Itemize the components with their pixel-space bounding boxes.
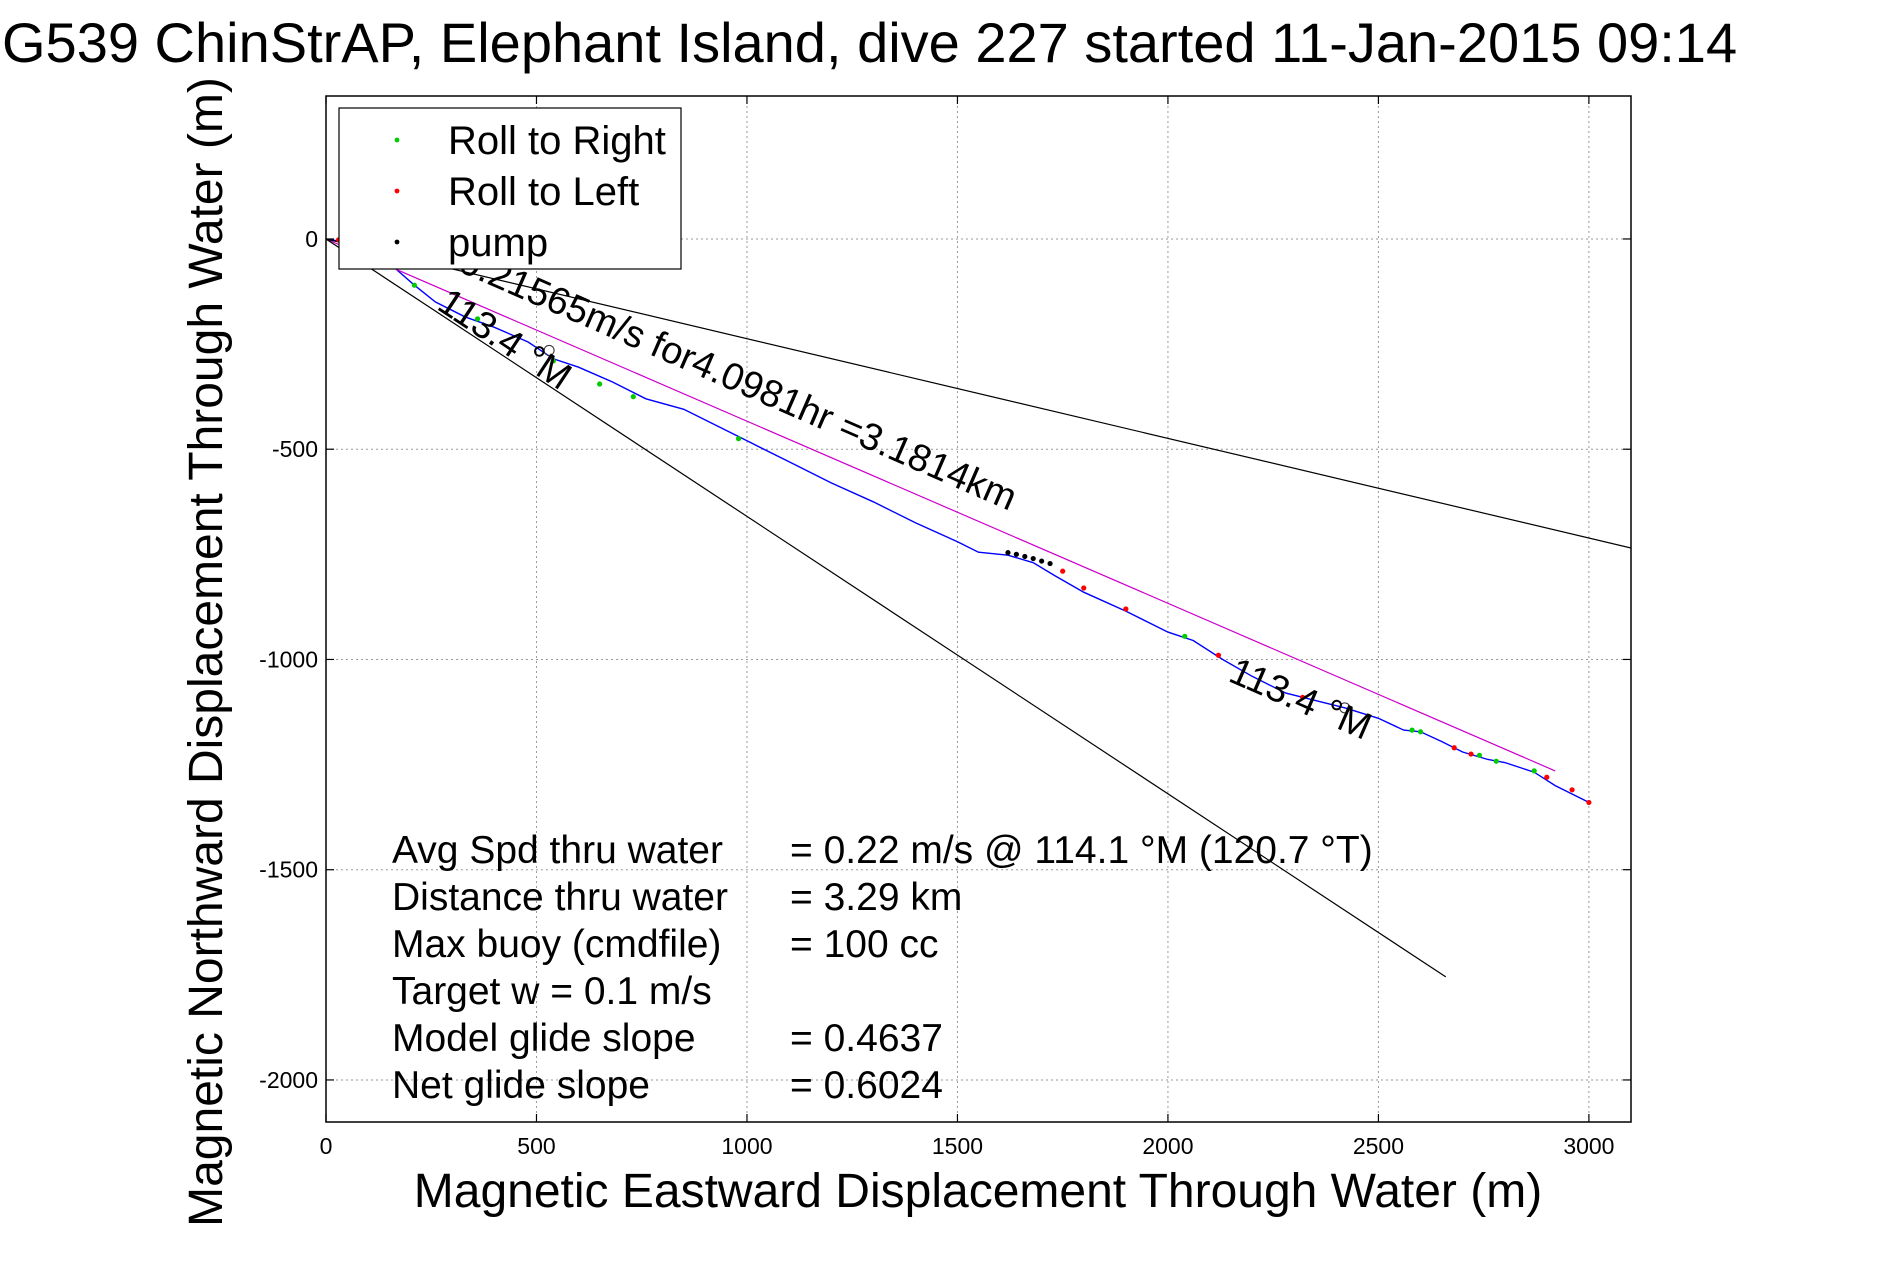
marker-roll-right — [630, 394, 636, 400]
marker-pump — [1022, 553, 1028, 560]
stats-block: Avg Spd thru water = 0.22 m/s @ 114.1 °M … — [392, 829, 1373, 1107]
x-tick-label: 1500 — [932, 1133, 983, 1159]
marker-roll-left — [1569, 787, 1575, 793]
legend-label: pump — [448, 221, 548, 265]
stats-label: Max buoy (cmdfile) — [392, 923, 721, 966]
stats-label: Distance thru water — [392, 876, 728, 919]
legend-swatch — [394, 188, 400, 194]
marker-roll-right — [411, 282, 418, 288]
marker-roll-right — [474, 316, 481, 322]
marker-pump — [1013, 551, 1019, 557]
x-tick-label: 0 — [320, 1133, 333, 1159]
marker-pump — [1030, 555, 1036, 562]
plot-frame — [325, 95, 1632, 1123]
stats-value: = 100 cc — [790, 923, 939, 966]
y-tick-label: -2000 — [259, 1067, 318, 1093]
chart-title: G539 ChinStrAP, Elephant Island, dive 22… — [2, 11, 1737, 74]
marker-pump — [1005, 550, 1011, 556]
x-tick-label: 1000 — [721, 1133, 772, 1159]
stats-value: = 0.22 m/s @ 114.1 °M (120.7 °T) — [790, 829, 1373, 872]
series-heading-bound-upper — [326, 238, 1631, 549]
stats-label: Avg Spd thru water — [392, 829, 723, 872]
x-axis-label: Magnetic Eastward Displacement Through W… — [414, 1165, 1542, 1218]
x-tick-label: 3000 — [1563, 1133, 1614, 1159]
stats-label: Target w = 0.1 m/s — [392, 970, 712, 1013]
y-tick-label: -1000 — [259, 646, 318, 672]
y-tick-label: -500 — [272, 436, 318, 462]
stats-label: Model glide slope — [392, 1017, 696, 1060]
marker-open-circle — [543, 344, 555, 356]
stats-label: Net glide slope — [392, 1064, 650, 1107]
x-tick-label: 500 — [517, 1133, 555, 1159]
marker-roll-left — [1215, 652, 1222, 658]
marker-layer — [336, 237, 1592, 806]
series-fit — [326, 238, 1556, 772]
stats-value: = 3.29 km — [790, 876, 962, 919]
series-heading-bound-lower — [326, 238, 1447, 978]
marker-roll-left — [1300, 694, 1306, 700]
x-tick-label: 2000 — [1142, 1133, 1193, 1159]
marker-roll-right — [1182, 633, 1188, 639]
x-tick-label: 2500 — [1353, 1133, 1404, 1159]
marker-roll-left — [1468, 751, 1474, 757]
marker-pump — [1047, 560, 1053, 567]
stats-value: = 0.6024 — [790, 1064, 943, 1107]
marker-roll-right — [550, 358, 556, 364]
marker-roll-left — [1586, 799, 1592, 806]
y-tick-label: -1500 — [259, 857, 318, 883]
legend-swatch — [394, 137, 400, 143]
marker-roll-right — [1417, 729, 1424, 735]
marker-roll-left — [1081, 585, 1087, 591]
marker-pump — [1039, 558, 1045, 564]
legend: Roll to Right Roll to Left pump — [338, 107, 682, 270]
y-axis-label: Magnetic Northward Displacement Through … — [180, 77, 233, 1227]
marker-roll-right — [1493, 758, 1499, 764]
marker-roll-left — [1060, 568, 1066, 574]
marker-roll-right — [735, 436, 742, 442]
marker-roll-right — [1476, 752, 1483, 758]
marker-roll-left — [1123, 606, 1129, 612]
marker-roll-left — [1544, 774, 1550, 780]
marker-roll-right — [1409, 727, 1415, 733]
tick-layer: 0 500 1000 1500 2000 2500 3000 0 -500 -1000 -1500 -… — [259, 96, 1631, 1159]
marker-open-circle — [1339, 702, 1351, 714]
marker-roll-right — [597, 381, 603, 387]
marker-roll-right — [1531, 768, 1537, 774]
stats-value: = 0.4637 — [790, 1017, 943, 1060]
marker-roll-left — [1451, 745, 1457, 751]
y-tick-label: 0 — [305, 226, 318, 252]
legend-swatch — [394, 239, 400, 245]
legend-label: Roll to Left — [448, 170, 639, 214]
legend-label: Roll to Right — [448, 119, 666, 163]
